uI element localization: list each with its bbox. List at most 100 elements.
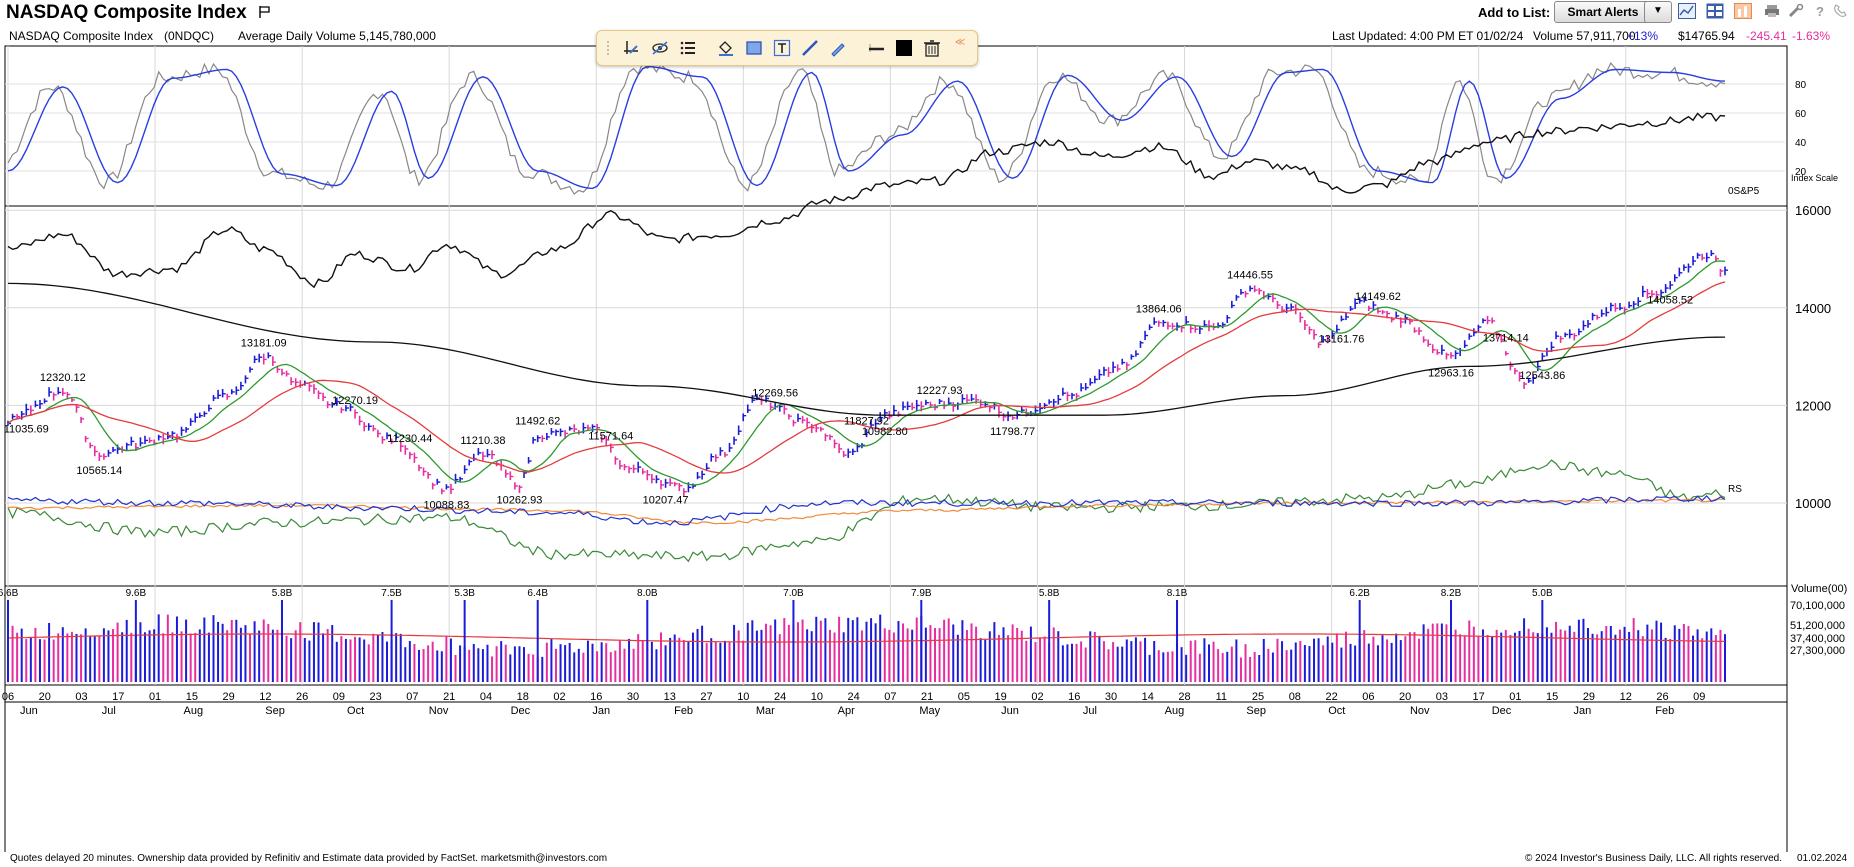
volume-peak-label: 5.3B bbox=[454, 588, 475, 599]
bar-chart-icon[interactable] bbox=[1733, 2, 1753, 20]
x-tick-label: 01 bbox=[1509, 691, 1521, 703]
flag-icon[interactable] bbox=[258, 5, 272, 24]
volume-peak-label: 5.8B bbox=[272, 588, 293, 599]
price-tick-label: 12000 bbox=[1795, 398, 1831, 413]
x-tick-label: 29 bbox=[222, 691, 234, 703]
crosshair-icon[interactable] bbox=[621, 38, 643, 58]
layout-icon[interactable] bbox=[1705, 2, 1725, 20]
price-label: 10207.47 bbox=[643, 494, 689, 506]
price-label: 11571.64 bbox=[588, 430, 633, 442]
price-label: 13864.06 bbox=[1136, 303, 1182, 315]
paint-bucket-icon[interactable] bbox=[715, 38, 737, 58]
color-swatch-icon[interactable] bbox=[893, 38, 915, 58]
price-label: 11798.77 bbox=[990, 426, 1035, 438]
x-tick-label: 24 bbox=[774, 691, 786, 703]
x-tick-label: 05 bbox=[958, 691, 970, 703]
price-label: 10088.83 bbox=[423, 499, 469, 511]
list-icon[interactable] bbox=[677, 38, 699, 58]
info-bar: NASDAQ Composite Index (0NDQC) Average D… bbox=[6, 29, 1830, 44]
price-label: 14446.55 bbox=[1227, 269, 1273, 281]
stochastic-panel: 20 40 60 80 bbox=[5, 62, 1807, 195]
x-tick-label: 01 bbox=[149, 691, 161, 703]
tools-icon[interactable] bbox=[1786, 2, 1806, 20]
moving-average-long-line bbox=[7, 282, 1726, 416]
rectangle-icon[interactable] bbox=[743, 38, 765, 58]
hide-icon[interactable] bbox=[649, 38, 671, 58]
x-tick-label: 10 bbox=[811, 691, 823, 703]
x-tick-label: 13 bbox=[664, 691, 676, 703]
volume-peak-label: 6.6B bbox=[0, 588, 19, 599]
index-name: NASDAQ Composite Index bbox=[9, 29, 154, 43]
x-tick-label: 11 bbox=[1216, 691, 1227, 703]
stochastic-fast-line bbox=[7, 65, 1726, 190]
footer-date: 01.02.2024 bbox=[1797, 853, 1848, 864]
help-icon[interactable]: ? bbox=[1816, 3, 1824, 19]
x-month-label: Aug bbox=[1165, 705, 1185, 717]
price-label: 11827.92 bbox=[844, 416, 889, 428]
index-scale-label: Index Scale bbox=[1791, 173, 1838, 183]
text-icon[interactable] bbox=[771, 38, 793, 58]
price-panel: 10000 12000 14000 16000 12320.12 11035.69 1056… bbox=[4, 112, 1831, 563]
print-icon[interactable] bbox=[1762, 2, 1782, 20]
horizontal-line-icon[interactable] bbox=[865, 38, 887, 58]
x-month-label: Sep bbox=[1246, 705, 1266, 717]
x-tick-label: 27 bbox=[700, 691, 712, 703]
x-tick-label: 15 bbox=[186, 691, 198, 703]
volume-value: Volume 57,911,700 bbox=[1533, 29, 1636, 43]
x-tick-label: 07 bbox=[884, 691, 896, 703]
volume-peak-label: 9.6B bbox=[126, 588, 147, 599]
volume-axis-label: Volume(00) bbox=[1791, 583, 1847, 595]
price-label: 11230.44 bbox=[387, 433, 432, 445]
price-label: 12320.12 bbox=[40, 372, 86, 384]
x-tick-label: 30 bbox=[1105, 691, 1117, 703]
price-label: 12543.86 bbox=[1519, 370, 1565, 382]
line-chart-icon[interactable] bbox=[1677, 2, 1697, 20]
trendline-icon[interactable] bbox=[799, 38, 821, 58]
price-label: 10565.14 bbox=[76, 465, 122, 477]
page-header: NASDAQ Composite Index Add to List: Smar… bbox=[0, 0, 1854, 28]
x-tick-label: 12 bbox=[259, 691, 271, 703]
x-month-label: Sep bbox=[265, 705, 285, 717]
price-label: 11492.62 bbox=[515, 416, 560, 428]
x-tick-label: 19 bbox=[995, 691, 1007, 703]
volume-peak-label: 5.8B bbox=[1039, 588, 1060, 599]
price-label: 13161.76 bbox=[1318, 333, 1364, 345]
x-tick-label: 18 bbox=[517, 691, 529, 703]
collapse-icon[interactable]: ≪ bbox=[954, 36, 966, 48]
volume-change: +13% bbox=[1627, 29, 1659, 43]
x-tick-label: 07 bbox=[406, 691, 418, 703]
stoch-tick-label: 60 bbox=[1795, 109, 1807, 120]
pen-icon[interactable] bbox=[827, 38, 849, 58]
volume-tick-label: 37,400,000 bbox=[1790, 633, 1845, 645]
x-month-label: Jan bbox=[1573, 705, 1591, 717]
volume-tick-label: 27,300,000 bbox=[1790, 645, 1845, 657]
x-tick-label: 06 bbox=[2, 691, 14, 703]
x-tick-label: 30 bbox=[627, 691, 639, 703]
volume-peak-label: 7.9B bbox=[911, 588, 932, 599]
x-tick-label: 29 bbox=[1583, 691, 1595, 703]
trash-icon[interactable] bbox=[921, 38, 943, 58]
smart-alerts-button[interactable]: Smart Alerts bbox=[1554, 1, 1652, 23]
x-tick-label: 16 bbox=[1068, 691, 1080, 703]
phone-icon[interactable] bbox=[1830, 2, 1850, 20]
price-label: 11210.38 bbox=[460, 435, 505, 447]
rs-orange-line bbox=[7, 498, 1726, 525]
price-label: 10262.93 bbox=[497, 494, 543, 506]
price-label: 12963.16 bbox=[1428, 368, 1474, 380]
stoch-tick-label: 80 bbox=[1795, 80, 1807, 91]
x-tick-label: 23 bbox=[370, 691, 382, 703]
price-label: 12270.19 bbox=[332, 395, 378, 407]
dropdown-arrow-icon[interactable]: ▼ bbox=[1644, 1, 1672, 23]
x-tick-label: 21 bbox=[921, 691, 933, 703]
grid-lines bbox=[7, 46, 1627, 685]
x-month-label: Oct bbox=[1328, 705, 1345, 717]
volume-tick-label: 70,100,000 bbox=[1790, 600, 1845, 612]
volume-peak-label: 5.0B bbox=[1532, 588, 1553, 599]
price-label: 12227.93 bbox=[917, 385, 963, 397]
x-month-label: May bbox=[919, 705, 940, 717]
drag-handle-icon[interactable] bbox=[603, 38, 613, 58]
moving-average-short-line bbox=[7, 260, 1726, 486]
stoch-tick-label: 20 bbox=[1795, 167, 1807, 178]
x-month-label: Aug bbox=[184, 705, 204, 717]
